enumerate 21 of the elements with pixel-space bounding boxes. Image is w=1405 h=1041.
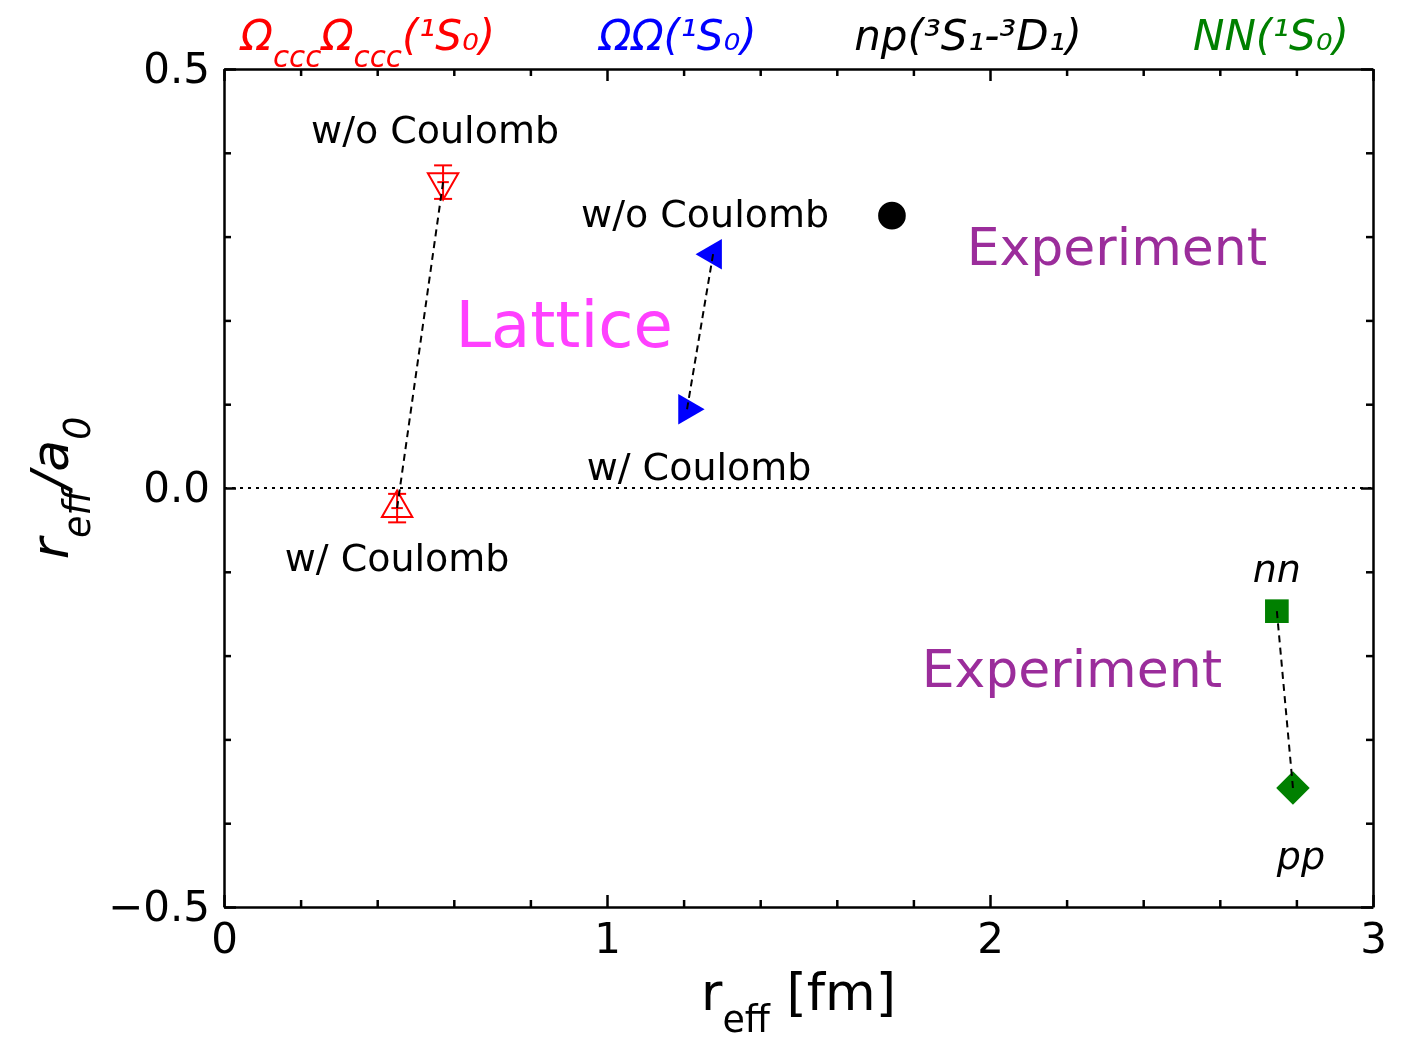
text: Ω$_{ccc}$Ω$_{ccc}$(¹S₀) [238, 11, 496, 74]
y-tick-label: 0.0 [143, 462, 210, 512]
text: ΩΩ(¹S₀) [597, 11, 757, 60]
x-axis-title: r$_{eff}$ [fm] [701, 962, 896, 1041]
x-tick-label: 3 [1360, 913, 1387, 963]
y-tick-label: 0.5 [143, 43, 210, 93]
annotation: w/o Coulomb [311, 107, 560, 152]
annotation: Experiment [966, 216, 1268, 277]
x-tick-label: 2 [977, 913, 1004, 963]
y-tick-label: −0.5 [108, 881, 210, 931]
annotation: pp [1275, 833, 1326, 878]
text: np(³S₁-³D₁) [854, 11, 1082, 60]
annotation: Lattice [455, 287, 673, 362]
text: NN(¹S₀) [1193, 11, 1349, 60]
x-tick-label: 1 [594, 913, 621, 963]
annotation: w/ Coulomb [586, 444, 812, 489]
annotation: nn [1252, 546, 1301, 591]
annotation: w/ Coulomb [284, 535, 510, 580]
annotation: Experiment [921, 639, 1223, 700]
annotation: w/o Coulomb [581, 191, 830, 236]
x-tick-label: 0 [211, 913, 238, 963]
